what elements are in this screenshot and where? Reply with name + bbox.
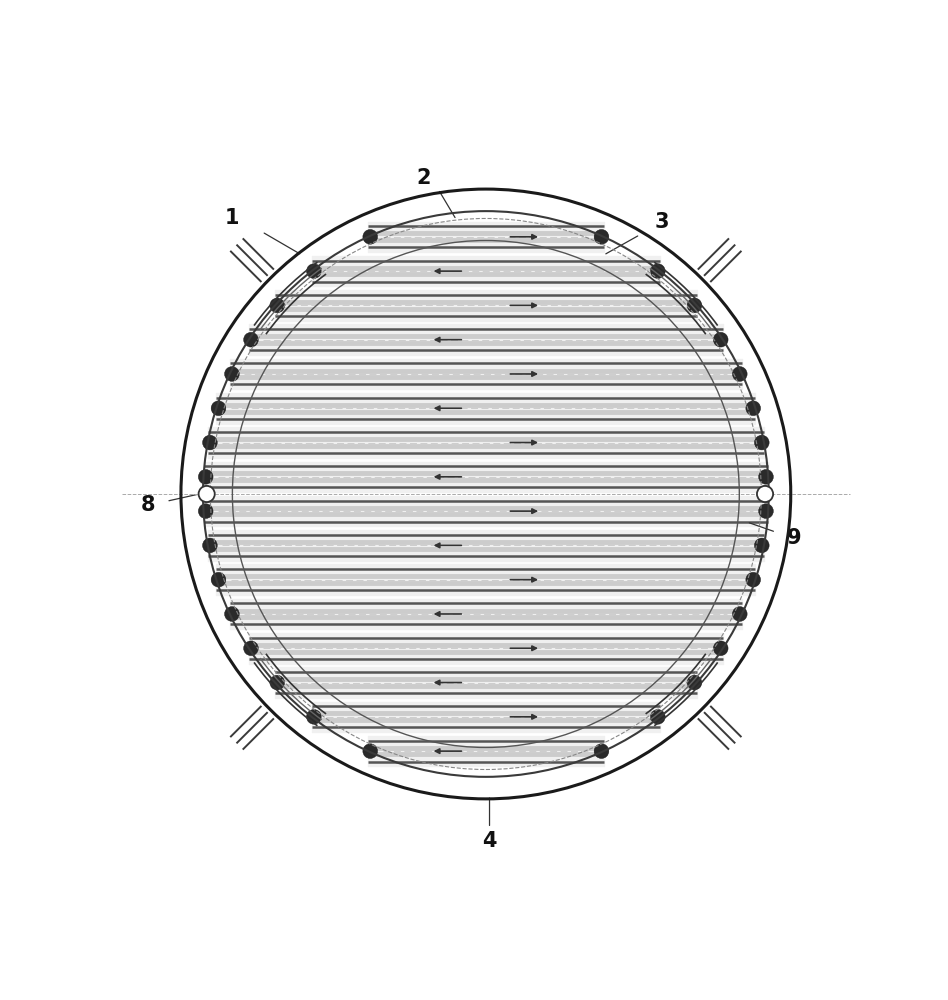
Circle shape — [758, 504, 774, 518]
Text: 8: 8 — [140, 495, 155, 515]
Circle shape — [687, 675, 702, 690]
Circle shape — [714, 641, 728, 656]
Circle shape — [270, 298, 284, 313]
Circle shape — [306, 264, 321, 278]
Circle shape — [755, 435, 769, 450]
Circle shape — [650, 709, 665, 724]
Circle shape — [746, 572, 760, 587]
Text: 4: 4 — [483, 831, 497, 851]
Circle shape — [714, 332, 728, 347]
Circle shape — [198, 486, 215, 502]
Circle shape — [594, 744, 609, 758]
Circle shape — [650, 264, 665, 278]
Circle shape — [211, 401, 226, 416]
Circle shape — [198, 504, 213, 518]
Circle shape — [758, 469, 774, 484]
Circle shape — [211, 572, 226, 587]
Circle shape — [363, 744, 377, 758]
Circle shape — [755, 538, 769, 553]
Circle shape — [757, 486, 774, 502]
Text: 1: 1 — [225, 208, 240, 228]
Circle shape — [733, 607, 747, 621]
Circle shape — [198, 469, 213, 484]
Text: 9: 9 — [787, 528, 802, 548]
Circle shape — [244, 332, 258, 347]
Circle shape — [203, 435, 217, 450]
Circle shape — [270, 675, 284, 690]
Text: 2: 2 — [416, 168, 430, 188]
Circle shape — [225, 607, 239, 621]
Circle shape — [225, 367, 239, 381]
Circle shape — [363, 229, 377, 244]
Circle shape — [244, 641, 258, 656]
Circle shape — [594, 229, 609, 244]
Circle shape — [203, 538, 217, 553]
Circle shape — [306, 709, 321, 724]
Circle shape — [687, 298, 702, 313]
Circle shape — [746, 401, 760, 416]
Circle shape — [733, 367, 747, 381]
Text: 3: 3 — [655, 212, 669, 232]
